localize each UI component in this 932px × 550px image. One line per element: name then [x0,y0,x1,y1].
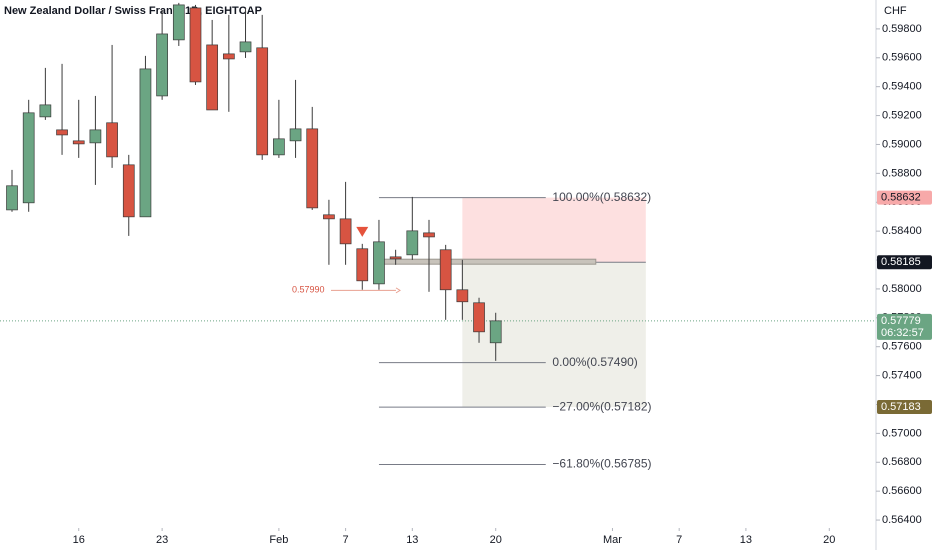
candle-body [22,112,35,204]
candle-body [56,129,68,136]
candle-body [406,230,419,256]
y-tick-label: 0.56800 [882,456,922,468]
chart-title: New Zealand Dollar / Swiss Franc, 1D, EI… [4,5,262,17]
candle-body [72,140,85,145]
candle-body [206,44,219,111]
candle-body [189,7,202,83]
candle-body [39,104,52,118]
candle-body [489,320,502,344]
countdown-label: 06:32:57 [881,327,924,339]
candle-body [473,302,485,333]
y-tick-label: 0.57600 [882,341,922,353]
currency-label: CHF [884,5,907,17]
candle-body [256,47,269,156]
x-tick-label: Feb [269,534,288,546]
y-tick-label: 0.59800 [882,23,922,35]
candle-body [439,249,452,291]
candle-body [172,4,185,41]
price-badge [877,399,932,414]
candle-body [106,122,118,158]
candle-body [306,128,319,209]
candle-body [122,164,135,218]
x-tick-label: 20 [823,534,835,546]
x-tick-label: Mar [603,534,622,546]
candle-body [373,241,385,285]
y-tick-label: 0.58000 [882,283,922,295]
price-badge [877,255,932,270]
y-tick-label: 0.59600 [882,52,922,64]
annotation-arrowhead [395,287,401,294]
candle-body [239,41,252,53]
price-badge [877,313,932,340]
y-tick-label: 0.56400 [882,514,922,526]
candle-body [6,185,18,211]
x-tick-label: 13 [406,534,418,546]
fib-label: −61.80%(0.56785) [552,457,651,471]
x-tick-label: 13 [740,534,752,546]
y-tick-label: 0.59000 [882,138,922,150]
fib-label: 0.00%(0.57490) [552,355,637,369]
y-tick-label: 0.59400 [882,81,922,93]
price-badge [877,190,932,205]
price-badge-label: 0.58185 [881,256,921,268]
fib-label: −27.00%(0.57182) [552,399,651,413]
price-badge-label: 0.58632 [881,192,921,204]
price-badge-label: 0.57779 [881,315,921,327]
x-tick-label: 7 [676,534,682,546]
y-tick-label: 0.58800 [882,167,922,179]
candle-body [389,256,402,260]
y-tick-label: 0.56600 [882,485,922,497]
fib-label: 100.00%(0.58632) [552,190,651,204]
candle-body [289,128,302,142]
entry-bar [378,258,597,265]
x-tick-label: 20 [490,534,502,546]
candle-body [456,289,469,303]
price-badge-label: 0.57183 [881,401,921,413]
annotation-label: 0.57990 [292,285,325,295]
x-tick-label: 23 [156,534,168,546]
candle-body [356,248,369,282]
candle-body [273,138,285,156]
candle-body [89,129,102,144]
candle-body [139,68,152,218]
candle-body [222,53,235,60]
candle-body [156,33,168,97]
y-tick-label: 0.57000 [882,427,922,439]
candle-body [323,214,335,220]
stop-zone [462,197,646,263]
candle-body [423,232,435,238]
x-tick-label: 7 [343,534,349,546]
candle-body [339,218,352,245]
y-tick-label: 0.58400 [882,225,922,237]
x-tick-label: 16 [73,534,85,546]
signal-arrow [356,226,369,237]
y-tick-label: 0.57400 [882,370,922,382]
y-tick-label: 0.59200 [882,109,922,121]
